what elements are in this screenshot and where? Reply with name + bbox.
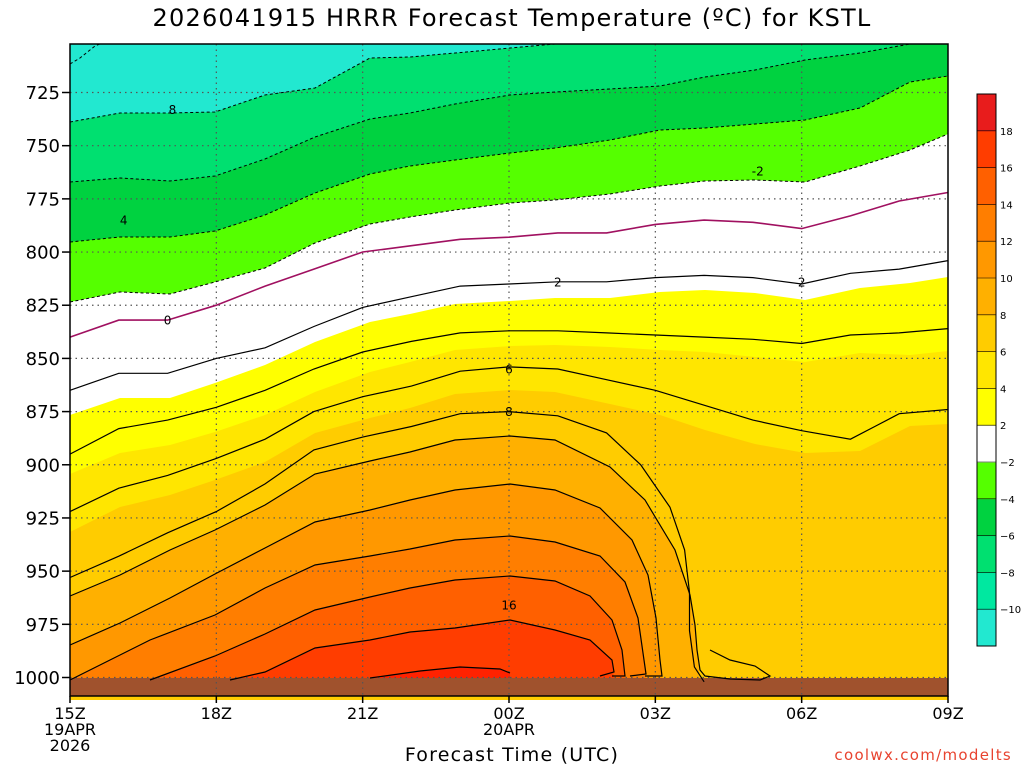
contour-label: 8 [169,103,177,117]
colorbar-swatch [977,278,996,316]
x-tick-label: 21Z [347,704,378,723]
colorbar-label: −2 [1000,458,1015,469]
colorbar-label: −8 [1000,568,1015,579]
isotherm-line-15 [149,575,626,681]
colorbar-swatch [977,241,996,279]
colorbar-label: 2 [1000,421,1006,432]
contour-line-5 [69,410,705,683]
grid-lines [70,44,948,696]
colorbar-swatch [977,314,996,353]
x-tick-label: 06Z [786,704,817,723]
colorbar-swatch [977,94,996,132]
x-tick-label: 19APR [44,720,96,739]
y-tick-label: 725 [26,83,60,104]
colorbar-swatch [977,425,996,463]
contour-label: -2 [752,165,764,179]
y-tick-label: 875 [26,402,60,423]
contour-label: 4 [120,214,128,228]
contour-label: 0 [164,314,172,328]
y-tick-label: 750 [26,136,60,157]
y-tick-label: 975 [26,615,60,636]
y-tick-label: 1000 [14,668,60,689]
colorbar-label: 4 [1000,384,1006,395]
x-axis-label: Forecast Time (UTC) [404,744,620,766]
contour-label: 2 [798,275,806,289]
colorbar-swatch [977,498,996,537]
isotherm-line-cold-4 [69,75,949,243]
x-tick-label: 00Z [493,704,524,723]
y-tick-label: 850 [26,349,60,370]
colorbar-label: −4 [1000,495,1015,506]
x-tick-label: 2026 [50,736,91,755]
y-tick-label: 900 [26,455,60,476]
y-axis: 725 750 775 800 825 850 875 900 925 950 975 1000 [14,83,70,689]
colorbar-label: 6 [1000,348,1006,359]
y-tick-label: 825 [26,296,60,317]
colorbar-label: −10 [1000,605,1021,616]
colorbar-swatch [977,572,996,610]
isotherm-line-cold-3 [69,43,911,183]
band-fill-red [230,620,614,680]
colorbar-swatch [977,609,996,647]
x-tick-label: 09Z [932,704,963,723]
plot-area: 8 4 0 2 2 -2 6 8 16 [69,43,949,700]
colorbar-swatch [977,462,996,500]
colorbar-swatch [977,167,996,205]
colorbar-swatch [977,388,996,426]
x-tick-label: 03Z [640,704,671,723]
colorbar-swatch [977,204,996,242]
colorbar-swatch [977,130,996,169]
colorbar-label: 12 [1000,237,1013,248]
contour-label: 8 [505,405,513,419]
contour-line-3 [69,328,949,455]
colorbar-label: 14 [1000,200,1013,211]
colorbar-swatch [977,535,996,573]
colorbar-label: −6 [1000,532,1015,543]
band-fill-red-core [370,667,510,680]
y-tick-label: 925 [26,508,60,529]
credit-link[interactable]: coolwx.com/modelts [834,746,1012,764]
colorbar-label: 8 [1000,311,1006,322]
contour-line-4 [69,366,949,513]
isotherm-line-18 [369,666,511,679]
colorbar: −10 −8 −6 −4 −2 2 4 6 8 10 12 14 16 18 [976,93,1021,647]
isotherm-line-cold-1 [69,43,101,65]
contour-label: 6 [505,363,513,377]
chart-title: 2026041915 HRRR Forecast Temperature (ºC… [152,4,872,32]
colorbar-label: 10 [1000,274,1013,285]
y-tick-label: 950 [26,562,60,583]
contour-line-2 [69,260,949,391]
isotherm-line-12 [69,483,663,677]
series-lines [69,191,949,683]
y-tick-label: 775 [26,189,60,210]
isotherm-line-cold-2 [69,43,556,123]
contour-label: 2 [554,275,562,289]
isotherm-line-14 [69,535,647,681]
cold-isotherms [69,43,949,303]
isotherm-line-16 [229,619,615,681]
surface-ground [70,678,948,696]
warm-isotherms [69,435,772,681]
contour-label: 16 [501,599,516,613]
colorbar-swatch [977,351,996,389]
contour-labels: 8 4 0 2 2 -2 6 8 16 [120,103,806,613]
y-tick-label: 800 [26,243,60,264]
isotherm-line-10 [69,435,772,681]
x-tick-label: 20APR [483,720,535,739]
colorbar-label: 16 [1000,164,1013,175]
colorbar-label: 18 [1000,127,1013,138]
contour-line-1 [69,191,949,338]
x-tick-label: 15Z [54,704,85,723]
x-tick-label: 18Z [201,704,232,723]
colorbar-frame [976,93,997,647]
